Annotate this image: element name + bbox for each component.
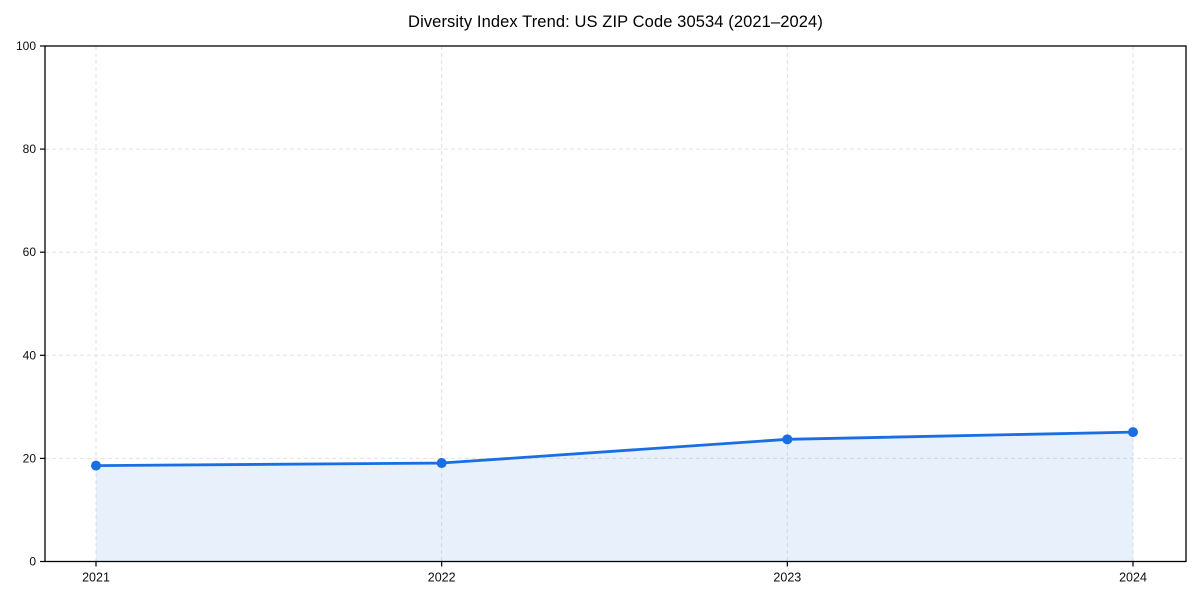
y-tick-label-20: 20 bbox=[23, 451, 37, 465]
data-point-2023 bbox=[782, 434, 793, 445]
y-tick-label-100: 100 bbox=[16, 39, 36, 53]
y-tick-label-80: 80 bbox=[23, 142, 37, 156]
data-point-2024 bbox=[1128, 427, 1138, 438]
y-tick-label-60: 60 bbox=[23, 245, 37, 259]
series-line bbox=[94, 430, 1135, 468]
data-point-2022 bbox=[436, 458, 447, 469]
y-tick-label-0: 0 bbox=[29, 555, 36, 569]
data-point-2021 bbox=[91, 460, 101, 471]
x-tick-label-2022: 2022 bbox=[428, 571, 456, 585]
y-tick-label-40: 40 bbox=[23, 348, 37, 362]
plot-border bbox=[44, 45, 1187, 563]
x-tick-label-2021: 2021 bbox=[82, 571, 110, 585]
chart-title: Diversity Index Trend: US ZIP Code 30534… bbox=[408, 13, 823, 31]
x-tick-label-2024: 2024 bbox=[1119, 571, 1147, 585]
x-tick-label-2023: 2023 bbox=[773, 571, 801, 585]
